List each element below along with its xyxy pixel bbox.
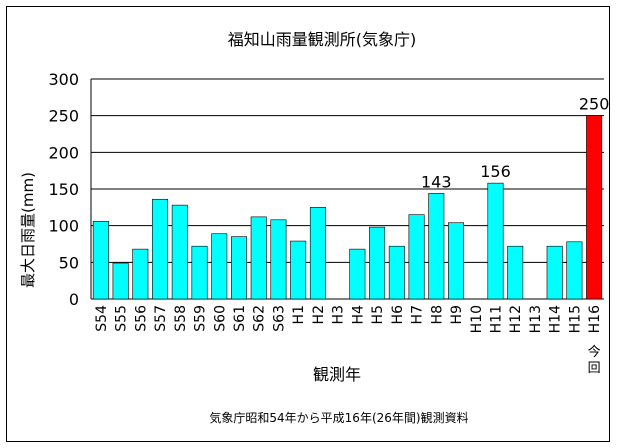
x-tick-label: H16 [587,305,603,333]
y-tick-label: 300 [48,70,79,89]
bar-S57 [152,198,169,300]
bar-S59 [191,245,208,300]
x-tick-label: H10 [469,305,485,333]
chart-frame: 福知山雨量観測所(気象庁) 0 50 100 150 200 250 300 S54 S55 S… [6,6,610,442]
x-tick-label: S54 [94,305,110,332]
x-tick-label: S56 [133,305,149,332]
x-axis-ticks: S54 S55 S56 S57 S58 S59 S60 S61 S62 S63 H1 H2 H3 H4 H5… [94,305,603,376]
bar-H14 [546,245,563,300]
chart-title: 福知山雨量観測所(気象庁) [228,30,417,49]
data-label: 156 [480,162,511,181]
x-tick-label: H11 [488,305,504,333]
y-tick-label: 200 [48,143,79,162]
bars [92,115,603,300]
bar-H4 [349,248,366,300]
x-tick-label: S62 [252,305,268,332]
y-tick-label: 250 [48,107,79,126]
data-label: 143 [421,172,452,191]
x-tick-label: H1 [291,305,307,324]
data-labels: 143 156 250 [421,95,609,192]
x-tick-label: H5 [370,305,386,324]
x-tick-label: H4 [350,305,366,325]
y-axis-ticks: 0 50 100 150 200 250 300 [48,70,79,309]
source-note: 気象庁昭和54年から平成16年(26年間)観測資料 [209,410,468,425]
highlight-sublabel: 今回 [588,344,601,376]
x-tick-label: H2 [311,305,327,324]
bar-H2 [309,207,326,300]
data-label: 250 [579,95,610,114]
x-tick-label: S57 [153,305,169,332]
bar-H9 [448,222,465,300]
bar-S61 [230,236,247,300]
bar-S56 [132,248,149,300]
x-tick-label: H6 [390,305,406,325]
bar-H1 [290,240,307,300]
x-tick-label: S60 [212,305,228,332]
highlight-sublabel-char: 今 [588,344,601,360]
bar-H11 [487,182,504,300]
y-tick-label: 50 [59,253,79,272]
highlight-sublabel-char: 回 [588,361,601,376]
y-tick-label: 100 [48,217,79,236]
y-tick-label: 0 [69,290,79,309]
bar-H7 [408,214,425,300]
x-tick-label: S61 [232,305,248,332]
bar-H8 [428,193,445,300]
x-tick-label: H3 [331,305,347,324]
x-tick-label: S55 [114,305,130,332]
y-axis-label: 最大日雨量(mm) [19,172,37,288]
x-tick-label: H9 [449,305,465,324]
bar-H5 [369,226,386,300]
x-axis-label: 観測年 [313,365,361,384]
x-tick-label: S59 [193,305,209,332]
x-tick-label: H13 [528,305,544,333]
bar-S58 [171,204,188,300]
bar-S62 [250,216,267,300]
bar-H15 [566,241,583,300]
bar-S54 [92,220,109,300]
bar-S63 [270,219,287,300]
bar-H16 [586,115,603,300]
x-tick-label: S63 [271,305,287,332]
x-tick-label: H7 [410,305,426,324]
x-tick-label: S58 [173,305,189,332]
bar-H6 [388,245,405,300]
bar-S55 [112,262,129,300]
x-tick-label: H12 [508,305,524,333]
x-tick-label: H15 [567,305,583,333]
y-tick-label: 150 [48,180,79,199]
x-tick-label: H14 [548,305,564,333]
bar-H12 [507,245,524,300]
x-tick-label: H8 [429,305,445,324]
bar-S60 [211,233,228,300]
